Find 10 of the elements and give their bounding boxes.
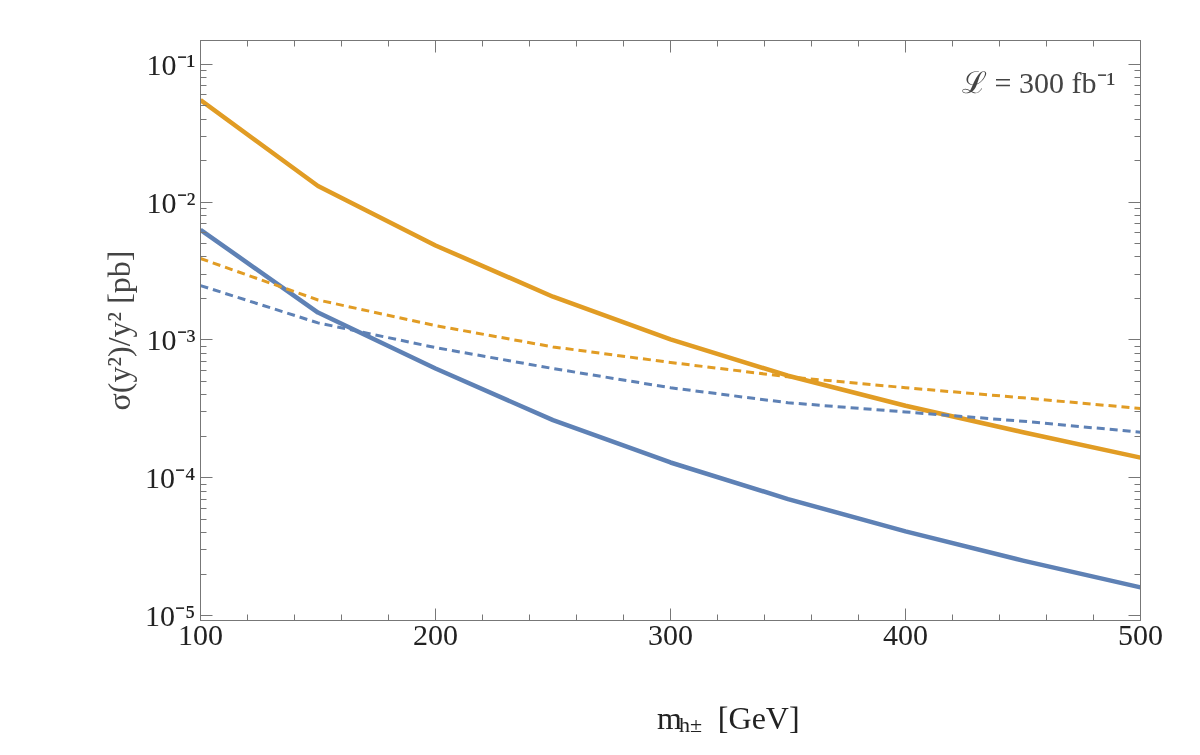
- y-tick-label: 10⁻¹: [146, 47, 196, 81]
- annotation: ℒ = 300 fb⁻¹: [962, 65, 1116, 99]
- x-tick-label: 400: [883, 617, 928, 651]
- y-tick-label: 10⁻³: [146, 323, 196, 357]
- x-tick-label: 200: [413, 617, 458, 651]
- x-tick-label: 300: [648, 617, 693, 651]
- y-tick-label: 10⁻²: [146, 185, 196, 219]
- y-tick-label: 10⁻⁴: [145, 461, 196, 495]
- y-axis-title: σ(y²)/y² [pb]: [101, 250, 138, 411]
- x-tick-label: 500: [1118, 617, 1163, 651]
